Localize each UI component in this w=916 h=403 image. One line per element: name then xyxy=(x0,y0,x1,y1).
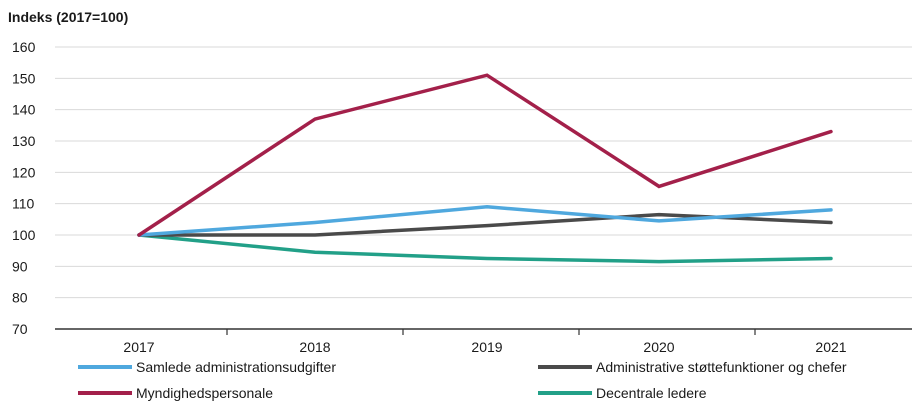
x-tick-label: 2021 xyxy=(815,339,846,355)
y-axis-label: Indeks (2017=100) xyxy=(8,9,128,25)
y-tick-label: 90 xyxy=(12,258,28,274)
x-axis: 2017 2018 2019 2020 2021 xyxy=(55,328,912,355)
y-tick-label: 150 xyxy=(12,70,36,86)
y-tick-label: 110 xyxy=(12,196,35,212)
y-tick-label: 80 xyxy=(12,290,28,306)
y-tick-label: 160 xyxy=(12,39,36,55)
legend-label: Administrative støttefunktioner og chefe… xyxy=(596,359,847,375)
series-line xyxy=(137,73,833,237)
y-axis-ticks: 70 80 90 100 110 120 130 140 150 160 xyxy=(12,39,36,337)
y-tick-label: 140 xyxy=(12,102,36,118)
series-line xyxy=(137,233,833,264)
y-tick-label: 70 xyxy=(12,321,28,337)
legend-label: Myndighedspersonale xyxy=(136,385,273,401)
x-tick-label: 2020 xyxy=(643,339,674,355)
plot-lines xyxy=(137,73,833,264)
y-tick-label: 130 xyxy=(12,133,36,149)
y-tick-label: 100 xyxy=(12,227,36,243)
x-tick-label: 2018 xyxy=(299,339,330,355)
x-tick-label: 2019 xyxy=(471,339,502,355)
x-tick-label: 2017 xyxy=(123,339,154,355)
legend-label: Decentrale ledere xyxy=(596,385,707,401)
legend: Samlede administrationsudgifter Administr… xyxy=(78,359,847,401)
legend-label: Samlede administrationsudgifter xyxy=(136,359,336,375)
y-tick-label: 120 xyxy=(12,164,36,180)
series-line xyxy=(137,205,833,237)
